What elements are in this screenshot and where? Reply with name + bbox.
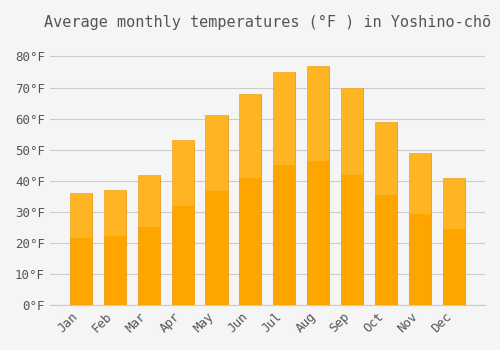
Bar	[443, 178, 465, 229]
Bar	[240, 94, 262, 178]
Bar	[104, 190, 126, 236]
Bar	[104, 190, 126, 305]
Title: Average monthly temperatures (°F ) in Yoshino-chō: Average monthly temperatures (°F ) in Yo…	[44, 15, 491, 30]
Bar	[138, 175, 160, 305]
Bar	[375, 122, 398, 195]
Bar	[138, 175, 160, 227]
Bar	[206, 116, 228, 305]
Bar	[240, 94, 262, 305]
Bar	[172, 140, 194, 206]
Bar	[172, 140, 194, 305]
Bar	[308, 66, 330, 161]
Bar	[375, 122, 398, 305]
Bar	[409, 153, 432, 305]
Bar	[342, 88, 363, 175]
Bar	[342, 88, 363, 305]
Bar	[70, 193, 92, 238]
Bar	[443, 178, 465, 305]
Bar	[206, 116, 228, 191]
Bar	[308, 66, 330, 305]
Bar	[274, 72, 295, 165]
Bar	[409, 153, 432, 214]
Bar	[70, 193, 92, 305]
Bar	[274, 72, 295, 305]
